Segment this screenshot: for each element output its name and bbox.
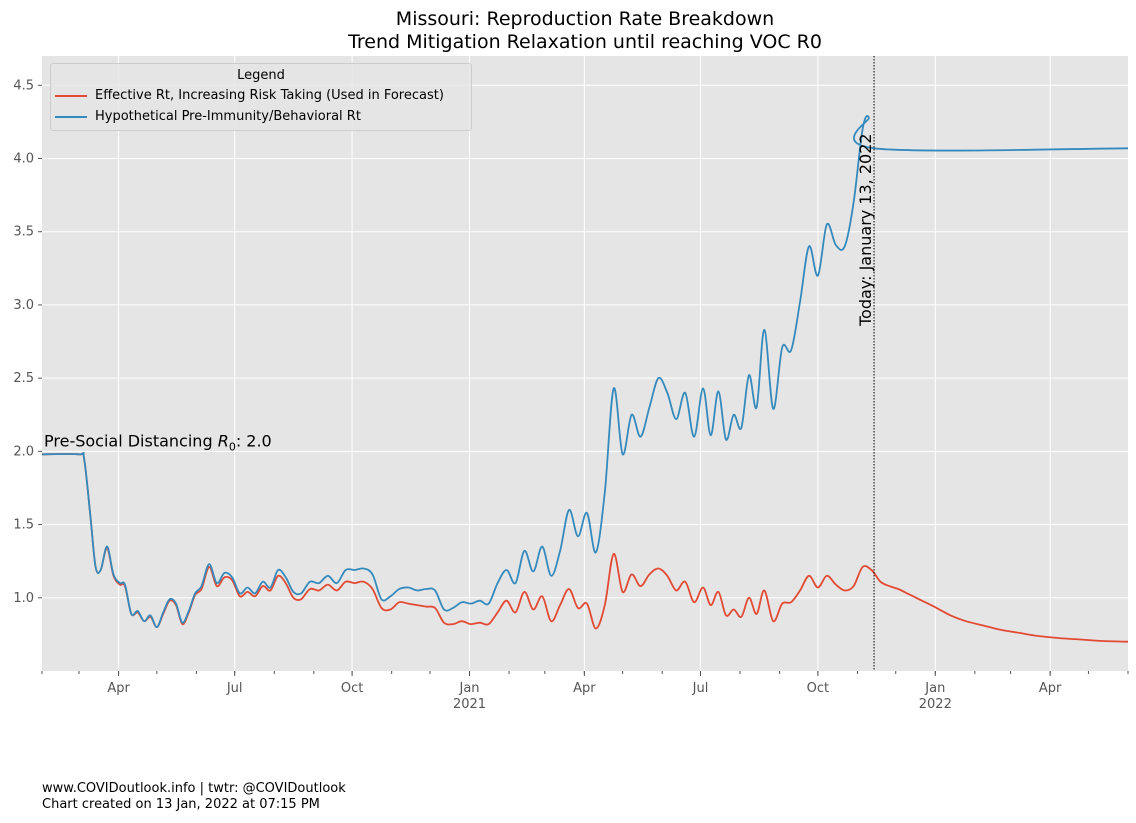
x-tick-year-label: 2021: [453, 697, 486, 712]
y-tick-label: 2.0: [13, 444, 34, 459]
x-tick-label: Oct: [341, 681, 363, 696]
legend-label: Hypothetical Pre-Immunity/Behavioral Rt: [95, 109, 361, 124]
y-tick-label: 1.0: [13, 591, 34, 606]
chart-title: Missouri: Reproduction Rate Breakdown: [396, 8, 774, 30]
legend-swatch-red: [55, 94, 87, 97]
x-tick-label: Apr: [107, 681, 130, 696]
legend: Legend Effective Rt, Increasing Risk Tak…: [50, 63, 472, 131]
legend-title: Legend: [237, 68, 285, 83]
footer-credit: www.COVIDoutlook.info | twtr: @COVIDoutl…: [42, 781, 346, 796]
y-tick-label: 3.0: [13, 298, 34, 313]
series-layer: [41, 115, 1129, 643]
footer: www.COVIDoutlook.info | twtr: @COVIDoutl…: [42, 781, 346, 813]
legend-label: Effective Rt, Increasing Risk Taking (Us…: [95, 88, 444, 103]
r0-annotation: Pre-Social Distancing R0: 2.0: [44, 431, 272, 453]
x-tick-label: Jan: [458, 681, 479, 696]
footer-created: Chart created on 13 Jan, 2022 at 07:15 P…: [42, 797, 320, 812]
legend-item-effective-rt: Effective Rt, Increasing Risk Taking (Us…: [55, 88, 444, 103]
y-tick-label: 4.5: [13, 78, 34, 93]
y-tick-label: 3.5: [13, 225, 34, 240]
x-tick-label: Jul: [692, 681, 709, 696]
y-tick-label: 4.0: [13, 152, 34, 167]
series-hypothetical-rt-line: [41, 115, 1129, 628]
y-tick-label: 1.5: [13, 518, 34, 533]
chart-subtitle: Trend Mitigation Relaxation until reachi…: [347, 31, 822, 53]
x-tick-label: Oct: [807, 681, 829, 696]
x-tick-label: Apr: [1039, 681, 1062, 696]
x-tick-label: Apr: [573, 681, 596, 696]
x-tick-year-label: 2022: [919, 697, 952, 712]
legend-swatch-blue: [55, 115, 87, 118]
x-tick-label: Jul: [226, 681, 243, 696]
today-label: Today: January 13, 2022: [856, 133, 875, 327]
legend-item-hypothetical-rt: Hypothetical Pre-Immunity/Behavioral Rt: [55, 109, 361, 124]
annotations: Today: January 13, 2022 Pre-Social Distan…: [44, 56, 875, 671]
x-tick-label: Jan: [924, 681, 945, 696]
y-tick-label: 2.5: [13, 371, 34, 386]
